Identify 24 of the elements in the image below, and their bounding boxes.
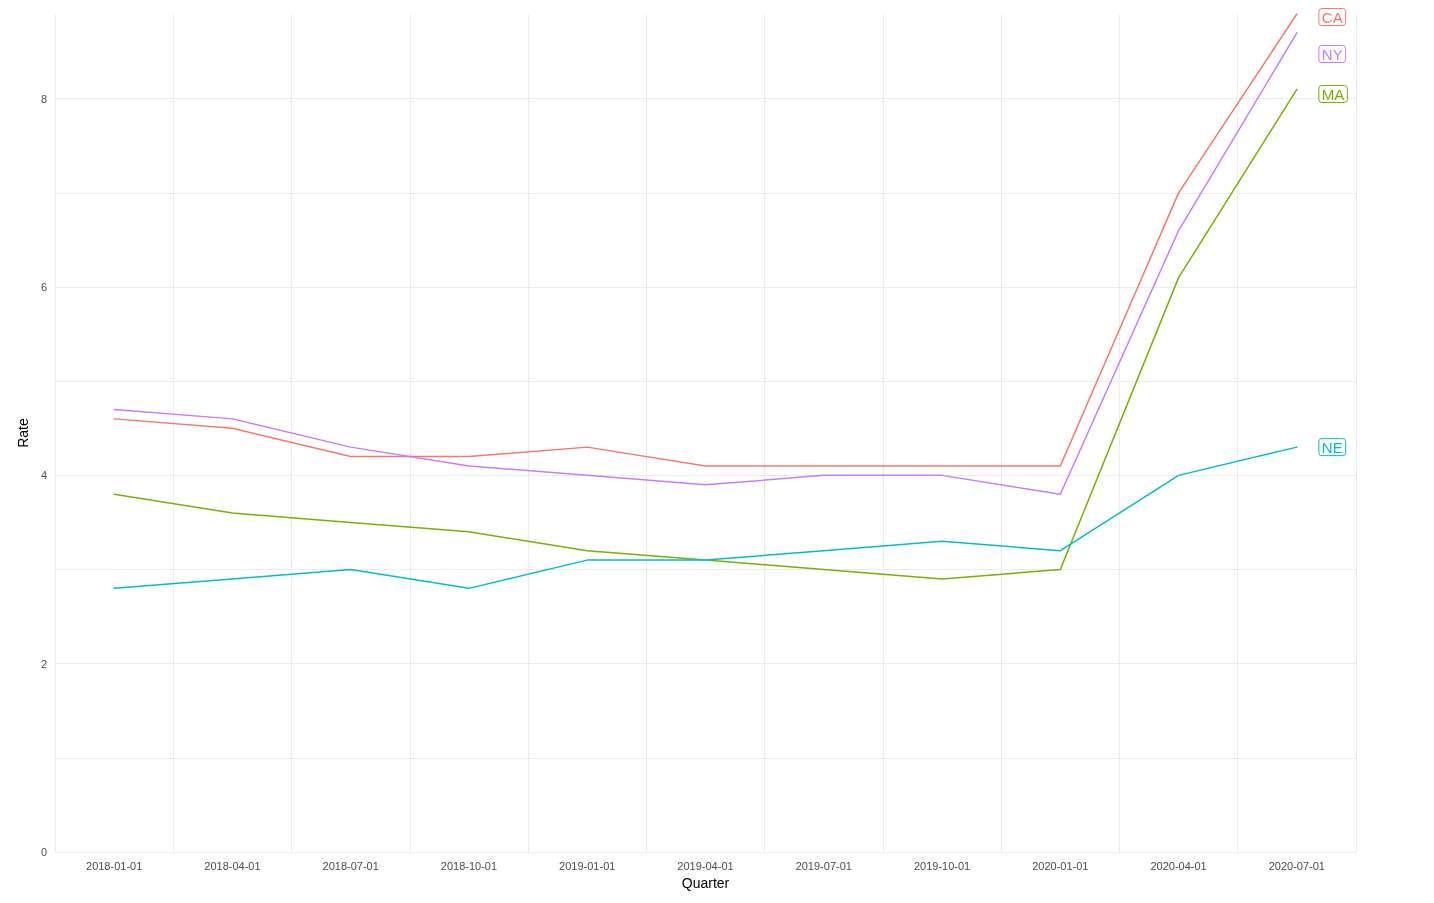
x-tick-label: 2018-07-01: [322, 859, 379, 872]
series-label: CA: [1321, 8, 1343, 26]
y-axis-title: Rate: [15, 418, 31, 448]
y-tick-label: 2: [40, 657, 48, 670]
series-label: NE: [1321, 438, 1343, 456]
series-label: NY: [1321, 45, 1343, 63]
x-tick-label: 2019-01-01: [559, 859, 616, 872]
line-series: [113, 88, 1298, 580]
y-tick-label: 0: [40, 846, 48, 858]
x-tick-label: 2019-04-01: [677, 859, 734, 872]
x-tick-label: 2018-04-01: [204, 859, 261, 872]
series-label: MA: [1321, 85, 1345, 103]
x-tick-label: 2019-10-01: [913, 859, 971, 872]
x-tick-label: 2018-10-01: [440, 859, 498, 872]
y-tick-label: 4: [40, 469, 48, 482]
line-series: [113, 446, 1298, 590]
x-tick-label: 2018-01-01: [86, 859, 143, 872]
x-tick-label: 2020-07-01: [1268, 859, 1326, 872]
y-tick-label: 6: [40, 281, 48, 294]
x-tick-label: 2020-01-01: [1032, 859, 1089, 872]
y-tick-label: 8: [40, 92, 48, 105]
x-tick-label: 2019-07-01: [795, 859, 852, 872]
x-axis-title: Quarter: [681, 875, 730, 891]
x-tick-label: 2020-04-01: [1150, 859, 1207, 872]
